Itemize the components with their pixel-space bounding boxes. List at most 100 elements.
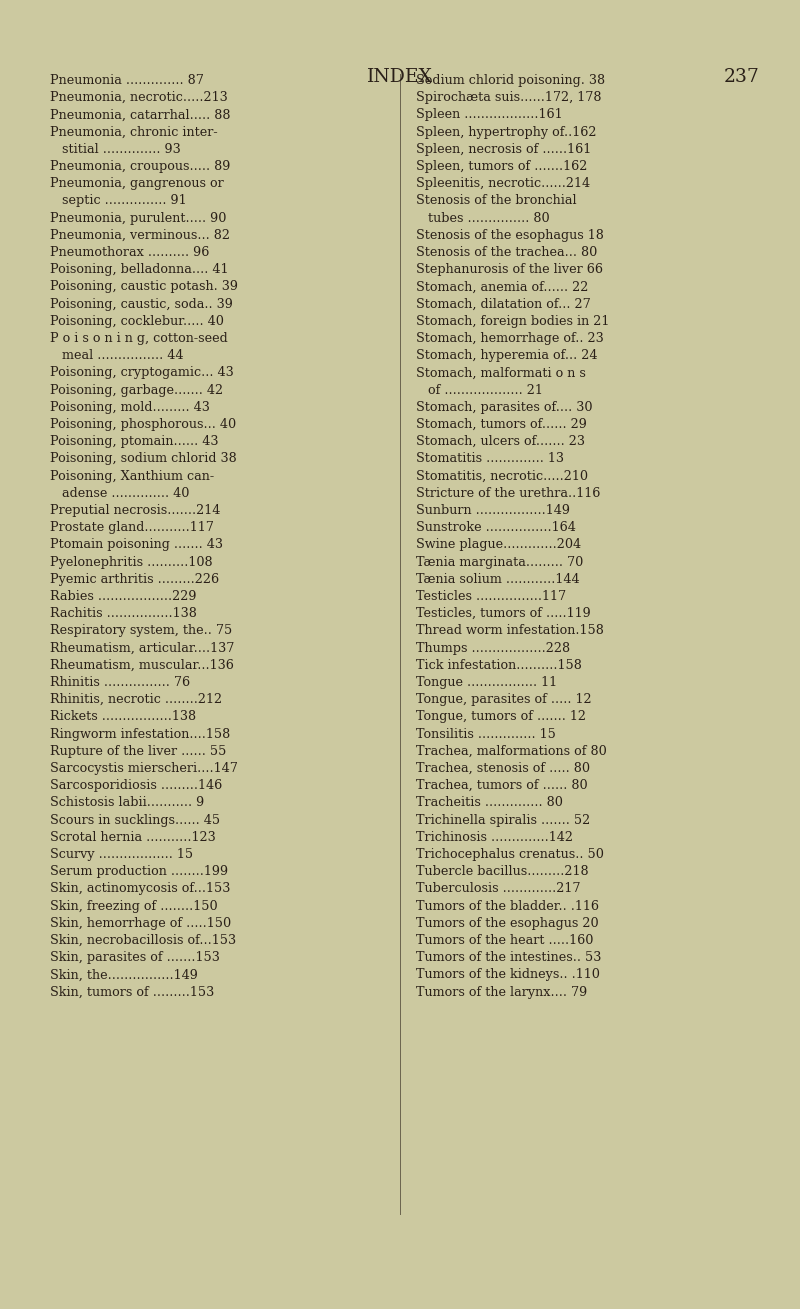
Text: Poisoning, mold......... 43: Poisoning, mold......... 43	[50, 401, 210, 414]
Text: Poisoning, belladonna.... 41: Poisoning, belladonna.... 41	[50, 263, 229, 276]
Text: Trachea, stenosis of ..... 80: Trachea, stenosis of ..... 80	[416, 762, 590, 775]
Text: Trachea, malformations of 80: Trachea, malformations of 80	[416, 745, 606, 758]
Text: Poisoning, cocklebur..... 40: Poisoning, cocklebur..... 40	[50, 314, 224, 327]
Text: Spleen, necrosis of ......161: Spleen, necrosis of ......161	[416, 143, 591, 156]
Text: Tumors of the kidneys.. .110: Tumors of the kidneys.. .110	[416, 969, 600, 982]
Text: Tænia marginata......... 70: Tænia marginata......... 70	[416, 555, 583, 568]
Text: Rheumatism, muscular...136: Rheumatism, muscular...136	[50, 658, 234, 672]
Text: Pneumonia, chronic inter-: Pneumonia, chronic inter-	[50, 126, 218, 139]
Text: Tonsilitis .............. 15: Tonsilitis .............. 15	[416, 728, 556, 741]
Text: Spleen, tumors of .......162: Spleen, tumors of .......162	[416, 160, 587, 173]
Text: Respiratory system, the.. 75: Respiratory system, the.. 75	[50, 624, 232, 637]
Text: septic ............... 91: septic ............... 91	[50, 195, 186, 207]
Text: Stenosis of the bronchial: Stenosis of the bronchial	[416, 195, 577, 207]
Text: Spleen, hypertrophy of..162: Spleen, hypertrophy of..162	[416, 126, 597, 139]
Text: Serum production ........199: Serum production ........199	[50, 865, 228, 878]
Text: Pneumonia, gangrenous or: Pneumonia, gangrenous or	[50, 177, 224, 190]
Text: Stenosis of the esophagus 18: Stenosis of the esophagus 18	[416, 229, 604, 242]
Text: Poisoning, phosphorous... 40: Poisoning, phosphorous... 40	[50, 418, 236, 431]
Text: INDEX: INDEX	[367, 68, 433, 86]
Text: Scurvy .................. 15: Scurvy .................. 15	[50, 848, 193, 861]
Text: Skin, parasites of .......153: Skin, parasites of .......153	[50, 952, 220, 965]
Text: Poisoning, caustic, soda.. 39: Poisoning, caustic, soda.. 39	[50, 297, 233, 310]
Text: P o i s o n i n g, cotton-seed: P o i s o n i n g, cotton-seed	[50, 332, 228, 346]
Text: Sarcocystis mierscheri....147: Sarcocystis mierscheri....147	[50, 762, 238, 775]
Text: Scrotal hernia ...........123: Scrotal hernia ...........123	[50, 831, 216, 844]
Text: Pneumonia, purulent..... 90: Pneumonia, purulent..... 90	[50, 212, 226, 225]
Text: Stomach, malformati o n s: Stomach, malformati o n s	[416, 367, 586, 380]
Text: Skin, hemorrhage of .....150: Skin, hemorrhage of .....150	[50, 916, 231, 929]
Text: Sarcosporidiosis .........146: Sarcosporidiosis .........146	[50, 779, 222, 792]
Text: Trachea, tumors of ...... 80: Trachea, tumors of ...... 80	[416, 779, 588, 792]
Text: Rhinitis, necrotic ........212: Rhinitis, necrotic ........212	[50, 694, 222, 706]
Text: Testicles, tumors of .....119: Testicles, tumors of .....119	[416, 607, 590, 620]
Text: Stomatitis, necrotic.....210: Stomatitis, necrotic.....210	[416, 470, 588, 483]
Text: Pneumonia, necrotic.....213: Pneumonia, necrotic.....213	[50, 92, 228, 105]
Text: Tumors of the intestines.. 53: Tumors of the intestines.. 53	[416, 952, 602, 965]
Text: Tumors of the bladder.. .116: Tumors of the bladder.. .116	[416, 899, 599, 912]
Text: Stenosis of the trachea... 80: Stenosis of the trachea... 80	[416, 246, 598, 259]
Text: Stomatitis .............. 13: Stomatitis .............. 13	[416, 453, 564, 466]
Text: Skin, necrobacillosis of...153: Skin, necrobacillosis of...153	[50, 935, 236, 946]
Text: Sunstroke ................164: Sunstroke ................164	[416, 521, 576, 534]
Text: Spleenitis, necrotic......214: Spleenitis, necrotic......214	[416, 177, 590, 190]
Text: Tracheitis .............. 80: Tracheitis .............. 80	[416, 796, 563, 809]
Text: Pneumonia, croupous..... 89: Pneumonia, croupous..... 89	[50, 160, 230, 173]
Text: Rupture of the liver ...... 55: Rupture of the liver ...... 55	[50, 745, 226, 758]
Text: Schistosis labii........... 9: Schistosis labii........... 9	[50, 796, 204, 809]
Text: Stephanurosis of the liver 66: Stephanurosis of the liver 66	[416, 263, 603, 276]
Text: Thumps ..................228: Thumps ..................228	[416, 641, 570, 654]
Text: Testicles ................117: Testicles ................117	[416, 590, 566, 603]
Text: Stomach, hemorrhage of.. 23: Stomach, hemorrhage of.. 23	[416, 332, 604, 346]
Text: Tongue ................. 11: Tongue ................. 11	[416, 675, 557, 689]
Text: Stomach, anemia of...... 22: Stomach, anemia of...... 22	[416, 280, 588, 293]
Text: Skin, actinomycosis of...153: Skin, actinomycosis of...153	[50, 882, 230, 895]
Text: Rachitis ................138: Rachitis ................138	[50, 607, 197, 620]
Text: Trichocephalus crenatus.. 50: Trichocephalus crenatus.. 50	[416, 848, 604, 861]
Text: Pneumonia, catarrhal..... 88: Pneumonia, catarrhal..... 88	[50, 109, 230, 122]
Text: Pneumothorax .......... 96: Pneumothorax .......... 96	[50, 246, 210, 259]
Text: Stomach, dilatation of... 27: Stomach, dilatation of... 27	[416, 297, 590, 310]
Text: Preputial necrosis.......214: Preputial necrosis.......214	[50, 504, 220, 517]
Text: Rheumatism, articular....137: Rheumatism, articular....137	[50, 641, 234, 654]
Text: Ptomain poisoning ....... 43: Ptomain poisoning ....... 43	[50, 538, 223, 551]
Text: Tuberculosis .............217: Tuberculosis .............217	[416, 882, 581, 895]
Text: Tumors of the heart .....160: Tumors of the heart .....160	[416, 935, 594, 946]
Text: Spirochæta suis......172, 178: Spirochæta suis......172, 178	[416, 92, 602, 105]
Text: Tumors of the larynx.... 79: Tumors of the larynx.... 79	[416, 986, 587, 999]
Text: Tongue, parasites of ..... 12: Tongue, parasites of ..... 12	[416, 694, 592, 706]
Text: Scours in sucklings...... 45: Scours in sucklings...... 45	[50, 814, 220, 826]
Text: Pyelonephritis ..........108: Pyelonephritis ..........108	[50, 555, 213, 568]
Text: Poisoning, cryptogamic... 43: Poisoning, cryptogamic... 43	[50, 367, 234, 380]
Text: Stomach, parasites of.... 30: Stomach, parasites of.... 30	[416, 401, 593, 414]
Text: Ringworm infestation....158: Ringworm infestation....158	[50, 728, 230, 741]
Text: Trichinella spiralis ....... 52: Trichinella spiralis ....... 52	[416, 814, 590, 826]
Text: Rickets .................138: Rickets .................138	[50, 711, 196, 724]
Text: Poisoning, Xanthium can-: Poisoning, Xanthium can-	[50, 470, 214, 483]
Text: Stomach, ulcers of....... 23: Stomach, ulcers of....... 23	[416, 435, 585, 448]
Text: Tænia solium ............144: Tænia solium ............144	[416, 573, 580, 586]
Text: Tick infestation..........158: Tick infestation..........158	[416, 658, 582, 672]
Text: Skin, tumors of .........153: Skin, tumors of .........153	[50, 986, 214, 999]
Text: Pyemic arthritis .........226: Pyemic arthritis .........226	[50, 573, 219, 586]
Text: Pneumonia, verminous... 82: Pneumonia, verminous... 82	[50, 229, 230, 242]
Text: Tubercle bacillus.........218: Tubercle bacillus.........218	[416, 865, 589, 878]
Text: Poisoning, ptomain...... 43: Poisoning, ptomain...... 43	[50, 435, 218, 448]
Text: Poisoning, garbage....... 42: Poisoning, garbage....... 42	[50, 384, 223, 397]
Text: Rabies ..................229: Rabies ..................229	[50, 590, 197, 603]
Text: Sodium chlorid poisoning. 38: Sodium chlorid poisoning. 38	[416, 75, 605, 86]
Text: Stomach, hyperemia of... 24: Stomach, hyperemia of... 24	[416, 350, 598, 363]
Text: 237: 237	[724, 68, 760, 86]
Text: adense .............. 40: adense .............. 40	[50, 487, 190, 500]
Text: stitial .............. 93: stitial .............. 93	[50, 143, 181, 156]
Text: Skin, freezing of ........150: Skin, freezing of ........150	[50, 899, 218, 912]
Text: Tumors of the esophagus 20: Tumors of the esophagus 20	[416, 916, 598, 929]
Text: Thread worm infestation.158: Thread worm infestation.158	[416, 624, 604, 637]
Text: Sunburn .................149: Sunburn .................149	[416, 504, 570, 517]
Text: Pneumonia .............. 87: Pneumonia .............. 87	[50, 75, 204, 86]
Text: Spleen ..................161: Spleen ..................161	[416, 109, 562, 122]
Text: Stomach, tumors of...... 29: Stomach, tumors of...... 29	[416, 418, 587, 431]
Text: Stricture of the urethra..116: Stricture of the urethra..116	[416, 487, 600, 500]
Text: Trichinosis ..............142: Trichinosis ..............142	[416, 831, 573, 844]
Text: Rhinitis ................ 76: Rhinitis ................ 76	[50, 675, 190, 689]
